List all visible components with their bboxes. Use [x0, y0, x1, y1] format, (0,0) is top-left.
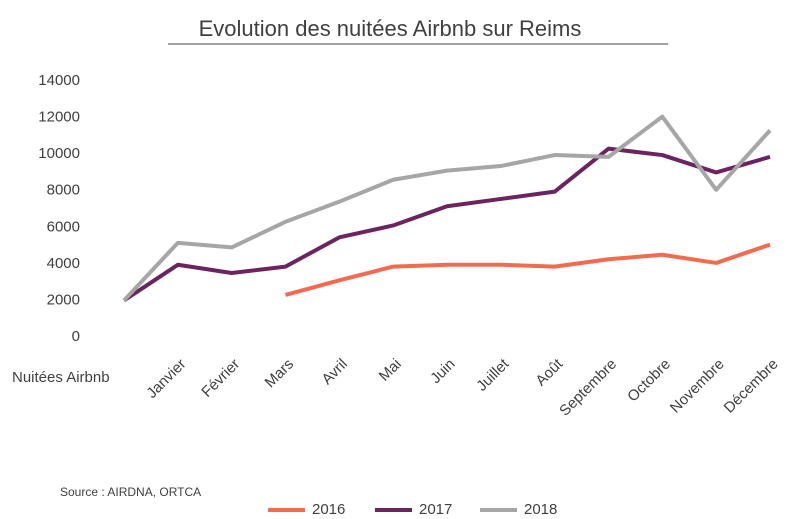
y-tick-label: 4000 — [47, 255, 80, 272]
y-tick-label: 8000 — [47, 182, 80, 199]
series-line — [122, 114, 772, 302]
x-tick-label: Septembre — [556, 356, 620, 420]
x-tick-label: Février — [198, 356, 243, 401]
chart-title: Evolution des nuitées Airbnb sur Reims — [199, 16, 582, 41]
y-tick-label: 6000 — [47, 218, 80, 235]
x-tick-label: Juin — [427, 356, 458, 387]
y-tick-label: 14000 — [38, 72, 80, 89]
legend-label: 2018 — [524, 501, 557, 518]
legend-label: 2017 — [419, 501, 452, 518]
x-tick-label: Août — [532, 355, 566, 389]
x-tick-label: Janvier — [143, 356, 189, 402]
x-tick-label: Décembre — [721, 356, 782, 417]
series-line — [284, 242, 771, 297]
x-tick-label: Mai — [376, 356, 405, 385]
y-tick-label: 10000 — [38, 145, 80, 162]
x-tick-label: Avril — [319, 356, 351, 388]
x-tick-label: Juillet — [473, 355, 513, 395]
x-tick-label: Octobre — [624, 356, 674, 406]
source: Source : AIRDNA, ORTCA — [60, 485, 201, 499]
y-tick-label: 0 — [72, 328, 80, 345]
x-tick-label: Nuitées Airbnb — [12, 369, 110, 386]
y-tick-label: 12000 — [38, 109, 80, 126]
series-line — [122, 146, 771, 303]
x-tick-label: Novembre — [667, 356, 728, 417]
x-tick-label: Mars — [262, 356, 298, 392]
y-tick-label: 2000 — [47, 291, 80, 308]
legend-label: 2016 — [312, 501, 345, 518]
